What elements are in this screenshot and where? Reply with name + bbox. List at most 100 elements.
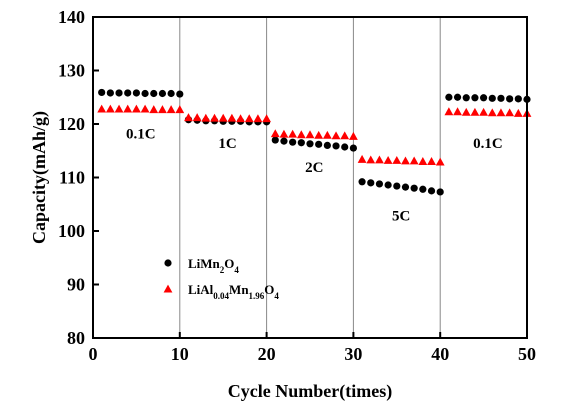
x-tick-label: 50 — [518, 344, 536, 364]
data-point-triangle — [210, 113, 219, 122]
data-point-circle — [384, 181, 392, 189]
data-point-circle — [141, 89, 149, 98]
data-point-triangle — [201, 113, 211, 122]
data-point-circle — [471, 94, 479, 102]
data-point-circle — [315, 140, 323, 148]
rate-labels: 0.1C 1C 2C 5C 0.1C — [126, 126, 503, 224]
data-point-triangle — [357, 154, 367, 163]
legend-label: LiMn2O4 — [188, 256, 239, 275]
data-point-triangle — [479, 107, 488, 116]
x-tick-label: 20 — [258, 344, 276, 364]
y-tick-label: 110 — [59, 168, 85, 188]
data-point-triangle — [375, 155, 384, 164]
data-point-triangle — [296, 130, 306, 139]
data-point-circle — [332, 142, 340, 150]
legend: LiMn2O4 LiAl0.04Mn1.96O4 — [163, 256, 279, 301]
data-point-triangle — [279, 129, 289, 138]
x-tick-label: 10 — [171, 344, 189, 364]
data-point-triangle — [270, 129, 280, 138]
data-point-triangle — [435, 157, 445, 166]
data-point-circle — [306, 140, 314, 148]
data-point-triangle — [322, 130, 332, 139]
y-tick-label: 100 — [58, 221, 85, 241]
data-point-triangle — [105, 104, 115, 113]
data-point-triangle — [192, 113, 202, 122]
data-point-triangle — [453, 107, 462, 116]
data-point-circle — [358, 178, 366, 186]
legend-marker-circle — [164, 259, 172, 267]
data-point-triangle — [288, 129, 298, 138]
x-tick-label: 40 — [431, 344, 449, 364]
data-point-circle — [280, 137, 288, 145]
data-point-circle — [124, 89, 132, 97]
data-point-triangle — [244, 114, 254, 123]
data-point-circle — [115, 89, 123, 97]
data-point-triangle — [227, 113, 237, 122]
data-point-triangle — [392, 155, 402, 164]
data-point-triangle — [513, 108, 523, 117]
data-point-triangle — [401, 156, 410, 165]
cycle-rate-dividers — [179, 17, 441, 338]
data-point-circle — [341, 143, 349, 151]
data-point-circle — [323, 141, 331, 149]
data-point-triangle — [184, 113, 193, 122]
data-point-circle — [401, 183, 410, 191]
data-point-circle — [271, 136, 279, 144]
y-tick-label: 90 — [67, 275, 85, 295]
data-point-triangle — [236, 114, 245, 123]
data-point-triangle — [218, 113, 228, 122]
data-point-circle — [375, 180, 384, 188]
data-point-circle — [427, 187, 436, 195]
data-point-triangle — [149, 105, 159, 114]
x-axis-title: Cycle Number(times) — [228, 381, 392, 402]
rate-label: 5C — [392, 208, 410, 224]
data-point-triangle — [166, 105, 176, 114]
x-tick-label: 30 — [344, 344, 362, 364]
data-point-triangle — [383, 155, 393, 164]
legend-marker-triangle — [163, 284, 173, 293]
data-point-triangle — [470, 107, 480, 116]
data-point-circle — [488, 94, 496, 102]
data-point-circle — [150, 89, 158, 98]
rate-label: 1C — [218, 136, 236, 152]
rate-label: 0.1C — [473, 136, 503, 152]
data-point-triangle — [444, 107, 454, 116]
data-point-triangle — [496, 108, 506, 117]
data-point-circle — [497, 94, 505, 102]
data-point-triangle — [418, 157, 428, 165]
data-point-triangle — [97, 104, 107, 113]
data-point-triangle — [427, 157, 436, 165]
data-point-circle — [132, 89, 140, 97]
data-point-circle — [480, 94, 488, 102]
data-point-triangle — [409, 156, 419, 165]
data-point-triangle — [340, 131, 350, 140]
data-point-circle — [419, 185, 427, 193]
data-point-triangle — [461, 107, 471, 116]
data-points — [97, 88, 532, 196]
data-point-circle — [106, 89, 114, 97]
data-point-circle — [289, 138, 297, 146]
data-point-triangle — [175, 105, 185, 114]
data-point-triangle — [349, 131, 358, 140]
data-point-triangle — [158, 105, 167, 114]
data-point-circle — [506, 95, 514, 103]
plot-frame — [92, 16, 528, 339]
x-tick-label: 0 — [89, 344, 98, 364]
y-tick-label: 80 — [67, 328, 85, 348]
data-point-triangle — [123, 104, 133, 113]
data-point-triangle — [262, 114, 271, 123]
y-tick-label: 130 — [58, 61, 85, 81]
rate-label: 0.1C — [126, 126, 156, 142]
data-point-triangle — [487, 108, 497, 117]
data-point-circle — [98, 88, 106, 97]
y-tick-label: 140 — [58, 7, 85, 27]
data-point-triangle — [314, 130, 324, 139]
y-axis-title: Capacity(mAh/g) — [29, 111, 50, 244]
data-point-circle — [349, 144, 357, 152]
data-point-circle — [514, 95, 522, 103]
data-point-circle — [167, 89, 175, 98]
data-point-circle — [410, 184, 418, 192]
data-point-circle — [445, 93, 453, 101]
data-point-circle — [297, 139, 305, 147]
